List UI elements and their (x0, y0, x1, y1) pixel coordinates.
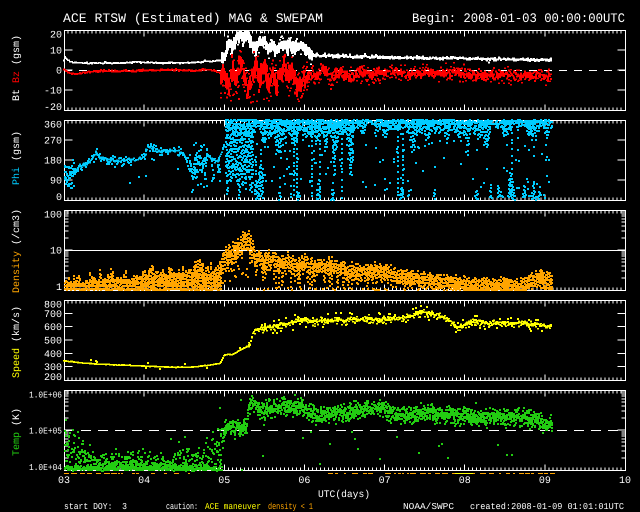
svg-text:0: 0 (56, 67, 62, 78)
svg-text:07: 07 (379, 476, 391, 487)
svg-text:Phi: Phi (11, 161, 23, 185)
svg-text:1.0E+06: 1.0E+06 (29, 391, 62, 401)
svg-text:caution:: caution: (166, 502, 198, 512)
svg-text:(km/s): (km/s) (11, 306, 23, 342)
svg-text:10: 10 (50, 247, 62, 258)
svg-text:Bz: Bz (12, 65, 23, 83)
svg-text:Temp: Temp (12, 426, 23, 456)
svg-text:20: 20 (50, 31, 62, 42)
svg-text:Speed: Speed (11, 342, 23, 378)
svg-text:1: 1 (56, 283, 62, 294)
svg-text:(K): (K) (11, 408, 23, 426)
svg-text:270: 270 (44, 137, 62, 148)
svg-text:NOAA/SWPC: NOAA/SWPC (403, 502, 455, 512)
svg-text:100: 100 (44, 211, 62, 222)
svg-text:Begin: 2008-01-03 00:00:00UTC: Begin: 2008-01-03 00:00:00UTC (412, 11, 625, 26)
svg-text:10: 10 (50, 47, 62, 58)
svg-text:ACE maneuver: ACE maneuver (205, 502, 261, 512)
svg-text:600: 600 (44, 323, 62, 334)
svg-text:density < 1: density < 1 (268, 502, 313, 512)
svg-text:06: 06 (298, 476, 310, 487)
svg-text:0: 0 (56, 193, 62, 204)
svg-text:300: 300 (44, 363, 62, 374)
svg-text:1.0E+05: 1.0E+05 (29, 427, 62, 437)
svg-text:-20: -20 (44, 103, 62, 114)
svg-text:(/cm3): (/cm3) (11, 209, 23, 245)
svg-text:200: 200 (44, 373, 62, 384)
svg-text:Density: Density (11, 245, 23, 293)
svg-text:ACE RTSW (Estimated) MAG & SWE: ACE RTSW (Estimated) MAG & SWEPAM (63, 11, 323, 26)
svg-text:05: 05 (218, 476, 230, 487)
svg-text:180: 180 (44, 157, 62, 168)
svg-text:90: 90 (50, 177, 62, 188)
svg-text:700: 700 (44, 310, 62, 321)
svg-text:500: 500 (44, 337, 62, 348)
svg-text:10: 10 (619, 476, 631, 487)
svg-text:360: 360 (44, 121, 62, 132)
svg-text:(gsm): (gsm) (11, 35, 23, 65)
svg-text:(gsm): (gsm) (11, 131, 23, 161)
svg-text:created:2008-01-09 01:01:01UTC: created:2008-01-09 01:01:01UTC (470, 502, 625, 512)
svg-text:04: 04 (138, 476, 150, 487)
svg-text:UTC(days): UTC(days) (318, 489, 370, 501)
svg-text:08: 08 (459, 476, 471, 487)
svg-text:800: 800 (44, 301, 62, 312)
svg-text:start DOY: 3: start DOY: 3 (64, 502, 127, 512)
svg-text:09: 09 (539, 476, 551, 487)
svg-text:Bt: Bt (12, 83, 23, 101)
svg-text:400: 400 (44, 350, 62, 361)
svg-text:03: 03 (58, 476, 70, 487)
svg-text:-10: -10 (44, 87, 62, 98)
svg-text:1.0E+04: 1.0E+04 (29, 463, 62, 473)
